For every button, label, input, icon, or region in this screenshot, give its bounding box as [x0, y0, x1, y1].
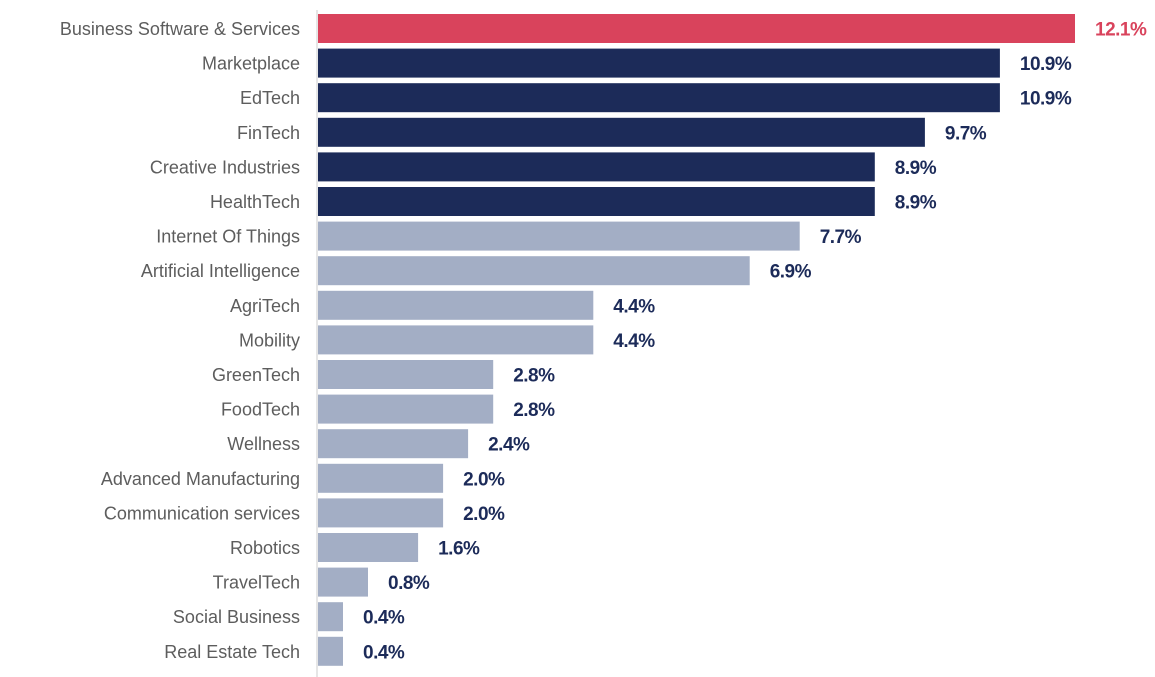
bar-18 [318, 636, 343, 666]
category-labels-group: Business Software & Services Marketplace E… [60, 19, 300, 662]
category-label: FinTech [237, 123, 300, 143]
value-label: 10.9% [1020, 54, 1072, 75]
value-label: 12.1% [1095, 20, 1147, 41]
value-label: 8.9% [895, 193, 937, 214]
category-label: HealthTech [210, 192, 300, 212]
category-label: TravelTech [213, 573, 300, 593]
bar-12 [318, 429, 469, 459]
bar-0 [318, 14, 1075, 43]
value-label: 2.4% [488, 435, 530, 456]
value-label: 9.7% [945, 123, 987, 144]
bar-9 [318, 325, 594, 355]
bar-7 [318, 256, 750, 286]
bar-4 [318, 152, 875, 182]
category-label: Business Software & Services [60, 19, 300, 39]
value-label: 1.6% [438, 539, 480, 560]
value-label: 0.4% [363, 642, 405, 663]
value-label: 6.9% [770, 262, 812, 283]
bar-13 [318, 463, 444, 493]
value-label: 2.8% [513, 366, 555, 387]
bar-6 [318, 221, 800, 251]
bar-15 [318, 533, 419, 562]
value-label: 2.0% [463, 469, 505, 490]
value-label: 10.9% [1020, 89, 1072, 110]
value-label: 2.8% [513, 400, 555, 421]
value-label: 7.7% [820, 227, 862, 248]
category-label: Wellness [227, 434, 300, 454]
value-label: 8.9% [895, 158, 937, 179]
value-label: 2.0% [463, 504, 505, 525]
value-label: 4.4% [613, 331, 655, 352]
category-label: Advanced Manufacturing [101, 469, 300, 489]
bar-10 [318, 360, 494, 389]
value-label: 0.8% [388, 573, 430, 594]
category-label: Creative Industries [150, 157, 300, 177]
category-label: Mobility [239, 330, 300, 350]
bar-8 [318, 290, 594, 320]
category-label: Real Estate Tech [164, 642, 300, 662]
bar-3 [318, 117, 925, 147]
value-label: 4.4% [613, 296, 655, 317]
bar-17 [318, 602, 343, 632]
bar-2 [318, 83, 1000, 113]
category-label: FoodTech [221, 400, 300, 420]
bar-5 [318, 187, 875, 216]
category-label: GreenTech [212, 365, 300, 385]
value-label: 0.4% [363, 608, 405, 629]
bar-14 [318, 498, 444, 528]
category-label: AgriTech [230, 296, 300, 316]
bar-16 [318, 567, 368, 597]
bars-group [318, 14, 1075, 666]
category-label: Marketplace [202, 54, 300, 74]
category-label: Communication services [104, 503, 300, 523]
bar-11 [318, 394, 494, 424]
category-label: Social Business [173, 607, 300, 627]
category-label: Artificial Intelligence [141, 261, 300, 281]
value-labels-group: 12.1% 10.9% 10.9% 9.7% 8.9% 8.9% 7.7% 6.9% 4.4% 4… [363, 20, 1147, 664]
category-label: Internet Of Things [156, 227, 300, 247]
bar-1 [318, 48, 1000, 78]
category-label: EdTech [240, 88, 300, 108]
category-label: Robotics [230, 538, 300, 558]
